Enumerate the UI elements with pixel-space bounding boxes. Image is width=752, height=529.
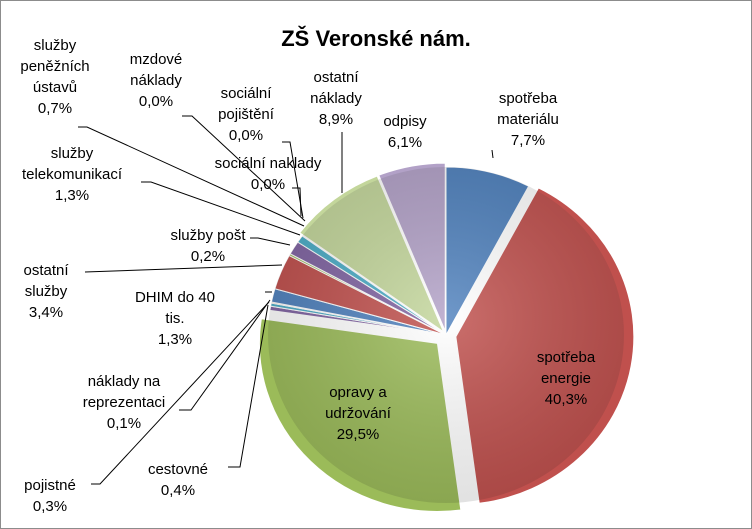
leader-line-13	[282, 141, 304, 219]
slice-labels: spotřeba materiálu 7,7% spotřeba energie 40,3…	[20, 37, 595, 515]
leader-line-14	[292, 187, 302, 217]
slice-label-11: služby peněžních ústavů 0,7%	[20, 37, 89, 117]
slice-label-3: opravy a udržování 29,5%	[325, 384, 392, 443]
leader-lines	[78, 115, 494, 485]
leader-line-4	[228, 304, 269, 468]
leader-line-9	[250, 237, 291, 246]
slice-label-6: náklady na reprezentaci 0,1%	[83, 373, 166, 432]
slice-label-7: DHIM do 40 tis. 1,3%	[135, 289, 215, 348]
slice-label-14: sociální naklady 0,0%	[215, 155, 322, 193]
slice-label-5: pojistné 0,3%	[24, 477, 76, 515]
slice-label-16: odpisy 6,1%	[383, 113, 427, 151]
slice-label-9: služby pošt 0,2%	[170, 227, 246, 265]
leader-line-5	[91, 301, 270, 485]
slice-label-1: spotřeba materiálu 7,7%	[497, 90, 559, 149]
leader-line-10	[141, 181, 301, 236]
leader-line-6	[179, 299, 271, 411]
slice-label-13: sociální pojištění 0,0%	[218, 85, 275, 144]
slice-label-4: cestovné 0,4%	[148, 461, 208, 499]
slice-label-2: spotřeba energie 40,3%	[537, 349, 596, 408]
slice-label-8: ostatní služby 3,4%	[23, 262, 69, 321]
chart-title: ZŠ Veronské nám.	[281, 26, 471, 51]
leader-line-12	[182, 115, 306, 222]
leader-line-11	[78, 126, 305, 227]
leader-line-1	[491, 149, 494, 159]
slice-label-10: služby telekomunikací 1,3%	[22, 145, 123, 204]
slice-label-12: mzdové náklady 0,0%	[130, 51, 183, 110]
slice-label-15: ostatní náklady 8,9%	[310, 69, 362, 128]
leader-line-8	[84, 264, 283, 273]
pie-slices	[259, 162, 635, 512]
